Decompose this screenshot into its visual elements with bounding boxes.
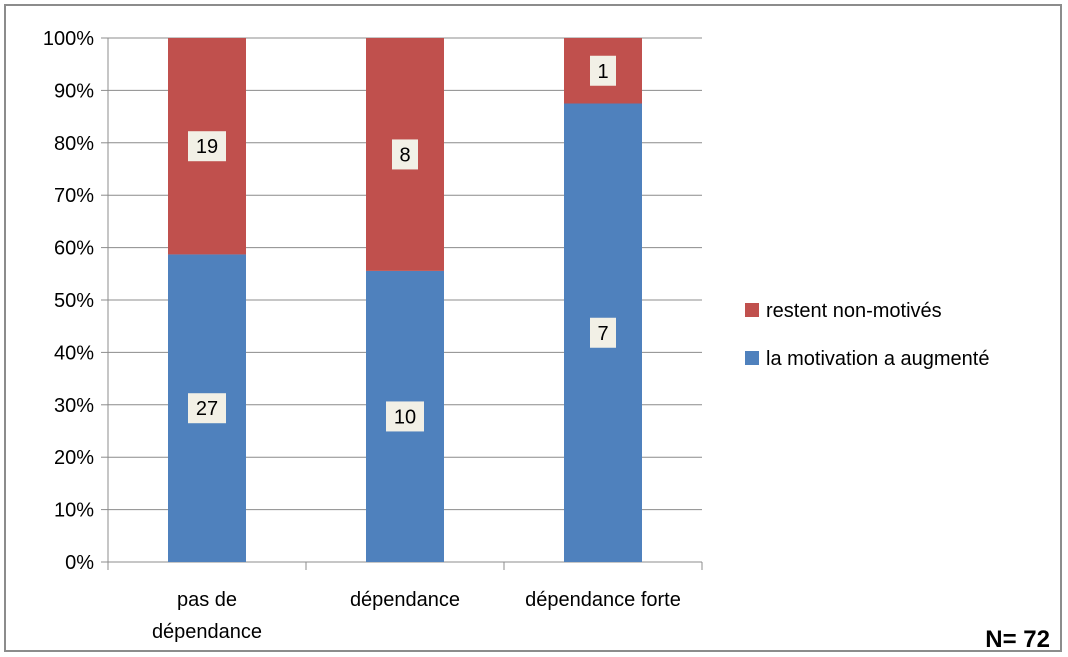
data-label-box	[386, 401, 424, 432]
y-tick-label: 70%	[54, 185, 94, 207]
legend-swatch	[745, 351, 759, 365]
data-label: 1	[597, 61, 608, 83]
data-label: 7	[597, 323, 608, 345]
data-label-box	[590, 55, 616, 86]
data-label-box	[188, 393, 226, 424]
y-tick-label: 0%	[65, 552, 94, 574]
x-category-label: dépendance forte	[525, 589, 681, 611]
x-category-label: pas de	[177, 589, 237, 611]
y-tick-label: 90%	[54, 80, 94, 102]
data-label: 19	[196, 136, 218, 158]
sample-size-note: N= 72	[985, 626, 1050, 653]
data-label-box	[590, 317, 616, 348]
y-tick-label: 10%	[54, 500, 94, 522]
y-tick-label: 20%	[54, 447, 94, 469]
y-tick-label: 60%	[54, 238, 94, 260]
y-tick-label: 50%	[54, 290, 94, 312]
y-tick-label: 40%	[54, 342, 94, 364]
x-category-label: dépendance	[152, 621, 262, 643]
data-label: 8	[399, 144, 410, 166]
data-label: 10	[394, 406, 416, 428]
legend-label: la motivation a augmenté	[766, 348, 989, 370]
data-label-box	[392, 139, 418, 170]
data-label: 27	[196, 398, 218, 420]
legend-label: restent non-motivés	[766, 300, 942, 322]
x-category-label: dépendance	[350, 589, 460, 611]
y-tick-label: 80%	[54, 133, 94, 155]
y-tick-label: 30%	[54, 395, 94, 417]
legend-swatch	[745, 303, 759, 317]
y-tick-label: 100%	[43, 28, 94, 50]
data-label-box	[188, 131, 226, 162]
